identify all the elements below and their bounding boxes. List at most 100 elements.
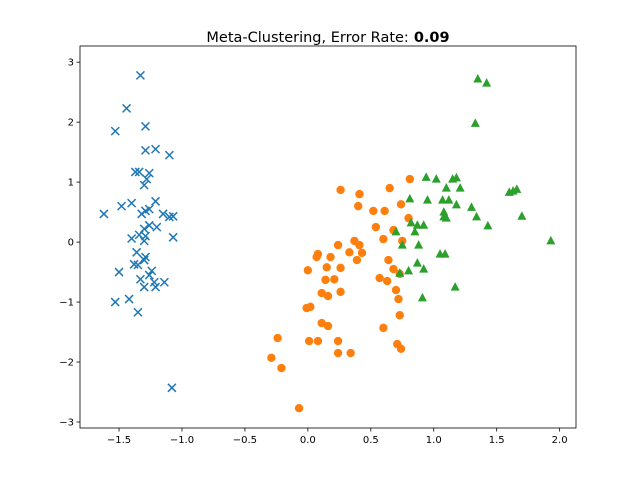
point xyxy=(352,255,362,265)
point xyxy=(385,183,394,193)
point xyxy=(422,195,432,204)
y-tick-label: 0 xyxy=(68,238,74,249)
point xyxy=(412,220,422,229)
x-tick-label: 0.0 xyxy=(300,435,316,446)
point xyxy=(110,297,120,307)
point xyxy=(414,240,424,249)
point xyxy=(355,240,364,250)
point xyxy=(333,336,343,346)
point xyxy=(168,232,178,242)
point xyxy=(375,273,384,283)
x-tick-label: 1.0 xyxy=(426,435,442,446)
y-tick-label: 2 xyxy=(68,118,74,129)
point xyxy=(127,233,137,244)
point xyxy=(396,200,406,209)
point xyxy=(330,275,339,284)
point xyxy=(140,145,150,155)
chart-title: Meta-Clustering, Error Rate: 0.09 xyxy=(206,30,449,46)
plot-frame xyxy=(79,45,577,429)
point xyxy=(273,333,282,343)
point xyxy=(306,302,315,312)
point xyxy=(144,270,154,280)
point xyxy=(412,258,422,267)
point xyxy=(439,207,449,216)
point xyxy=(391,285,401,295)
point xyxy=(142,174,152,184)
point xyxy=(346,348,355,358)
point xyxy=(504,187,514,196)
point xyxy=(394,294,403,304)
point xyxy=(117,201,127,211)
point xyxy=(139,282,149,292)
point xyxy=(322,263,331,272)
y-tick-label: −2 xyxy=(59,358,74,369)
point xyxy=(470,118,480,127)
point xyxy=(152,222,162,232)
point xyxy=(312,252,321,262)
point xyxy=(144,220,154,230)
point xyxy=(304,336,314,346)
point xyxy=(517,211,527,220)
point xyxy=(369,206,378,216)
point xyxy=(144,168,154,178)
point xyxy=(395,268,405,277)
x-tick-label: 0.5 xyxy=(363,435,379,446)
point xyxy=(431,174,441,183)
point xyxy=(396,344,406,354)
point xyxy=(277,363,286,373)
x-tick-label: 1.5 xyxy=(489,435,505,446)
point xyxy=(357,248,367,258)
point xyxy=(483,220,493,230)
x-tick-label: −1.5 xyxy=(107,435,131,446)
point xyxy=(267,353,276,363)
point xyxy=(354,201,363,211)
point xyxy=(482,78,492,87)
point xyxy=(133,260,143,270)
point xyxy=(438,195,448,204)
point xyxy=(467,202,477,211)
point xyxy=(405,193,415,203)
point xyxy=(139,255,149,265)
point xyxy=(303,266,313,275)
point xyxy=(421,172,431,181)
point xyxy=(384,255,393,265)
point xyxy=(122,103,132,113)
point xyxy=(321,275,330,285)
point xyxy=(135,274,145,284)
y-tick-label: 1 xyxy=(68,178,74,189)
point xyxy=(355,189,364,199)
point xyxy=(379,323,388,333)
x-tick-label: −0.5 xyxy=(233,435,257,446)
point xyxy=(144,204,154,214)
point xyxy=(134,167,144,177)
point xyxy=(151,282,161,292)
point xyxy=(389,264,398,274)
point xyxy=(317,318,326,328)
point xyxy=(159,277,169,287)
point xyxy=(151,144,161,154)
point xyxy=(127,198,137,208)
point xyxy=(139,236,149,246)
y-tick-label: −3 xyxy=(59,418,74,429)
point xyxy=(450,282,460,291)
point xyxy=(455,183,465,192)
point xyxy=(419,264,429,273)
point xyxy=(391,226,401,236)
point xyxy=(546,235,556,245)
point xyxy=(406,217,416,227)
point xyxy=(405,174,415,184)
point xyxy=(114,267,124,277)
point xyxy=(410,226,420,236)
point xyxy=(167,383,177,393)
point xyxy=(140,121,150,131)
point xyxy=(124,294,134,304)
point xyxy=(473,73,483,83)
point xyxy=(512,184,522,193)
point xyxy=(323,291,333,301)
point xyxy=(132,247,142,257)
point xyxy=(110,126,120,136)
point xyxy=(417,292,427,302)
y-tick-label: 3 xyxy=(68,58,74,69)
